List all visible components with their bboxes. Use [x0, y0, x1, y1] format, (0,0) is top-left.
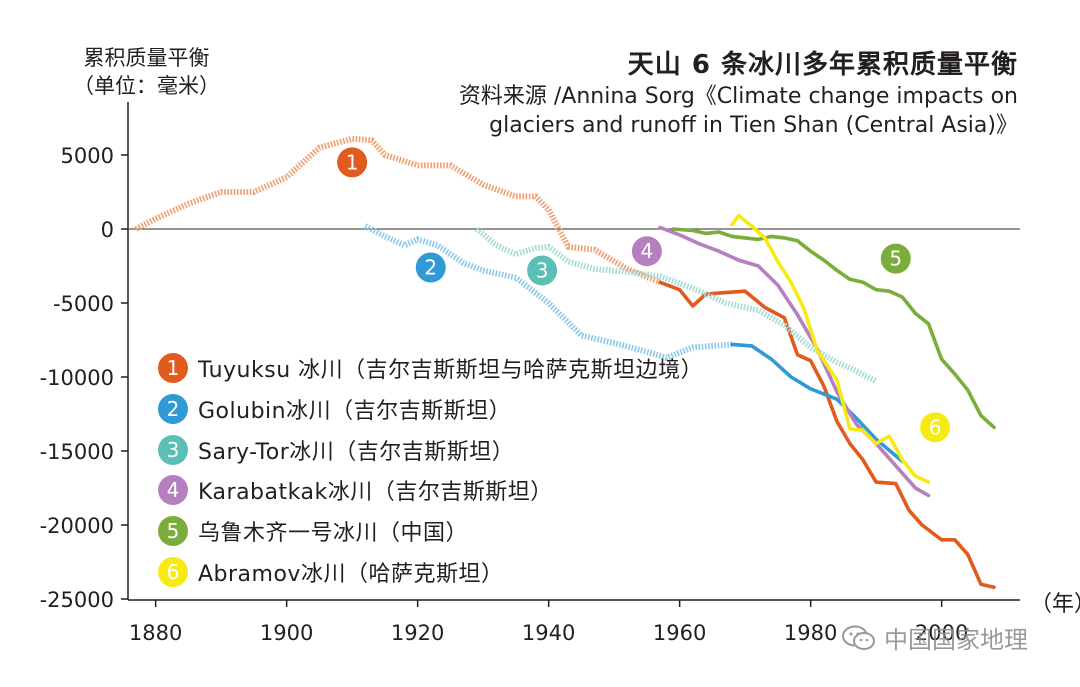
series-4-measured-line — [658, 225, 931, 498]
y-tick-label: 5000 — [61, 144, 114, 168]
series-1-badge — [337, 147, 368, 178]
x-axis-unit: （年） — [1030, 592, 1080, 617]
x-tick-label: 1880 — [129, 621, 182, 645]
watermark: 中国国家地理 — [842, 620, 1028, 655]
legend-badge-4: 4 — [158, 475, 188, 506]
legend: 1 Tuyuksu 冰川（吉尔吉斯斯坦与哈萨克斯坦边境） 2 Golubin冰川… — [158, 350, 703, 595]
x-tick-label: 1980 — [784, 621, 837, 645]
series-3-badge — [527, 255, 558, 286]
y-axis-label: 累积质量平衡 （单位：毫米） — [73, 44, 220, 100]
legend-badge-1: 1 — [158, 353, 188, 383]
series-4-badge — [631, 236, 662, 267]
chart-series-badges: 1 2 3 4 5 6 — [337, 147, 951, 443]
x-tick-label: 1920 — [391, 621, 444, 645]
series-2-measured-line — [730, 342, 905, 464]
chart-title: 天山 6 条冰川多年累积质量平衡 — [627, 50, 1018, 80]
y-tick-label: -15000 — [40, 440, 114, 464]
legend-badge-6: 6 — [158, 556, 188, 587]
series-1-reconstructed-line — [134, 135, 662, 286]
series-2-reconstructed-line — [363, 223, 733, 361]
legend-item-6: 6 Abramov冰川（哈萨克斯坦） — [158, 554, 703, 590]
series-6-measured-line — [730, 213, 931, 484]
y-tick-label: -5000 — [53, 292, 114, 316]
x-tick-label: 2000 — [915, 621, 968, 645]
series-1-badge-label: 1 — [346, 150, 359, 174]
series-6-badge — [920, 412, 951, 443]
chart-subtitle: 资料来源 /Annina Sorg《Climate change impacts… — [458, 84, 1018, 138]
legend-label-5: 乌鲁木齐一号冰川（中国） — [198, 521, 469, 547]
legend-badge-5: 5 — [158, 516, 188, 547]
legend-label-1: Tuyuksu 冰川（吉尔吉斯斯坦与哈萨克斯坦边境） — [198, 358, 704, 383]
series-5-badge — [880, 243, 911, 274]
series-4-badge-label: 4 — [641, 239, 654, 263]
y-tick-label: -10000 — [40, 366, 114, 390]
legend-badge-3: 3 — [158, 434, 188, 465]
legend-item-1: 1 Tuyuksu 冰川（吉尔吉斯斯坦与哈萨克斯坦边境） — [158, 350, 703, 386]
legend-label-3: Sary-Tor冰川（吉尔吉斯斯坦） — [198, 439, 515, 465]
y-axis-label-line2: （单位：毫米） — [73, 74, 220, 98]
series-6-badge-label: 6 — [929, 415, 942, 439]
y-axis-label-line1: 累积质量平衡 — [83, 46, 210, 70]
wechat-icon — [842, 625, 875, 650]
y-tick-label: -20000 — [40, 514, 114, 538]
legend-label-6: Abramov冰川（哈萨克斯坦） — [198, 561, 504, 587]
chart-series — [134, 135, 996, 590]
watermark-text: 中国国家地理 — [884, 626, 1028, 654]
series-3-reconstructed-line — [474, 226, 878, 385]
y-tick-label: 0 — [101, 218, 114, 242]
x-tick-label: 1900 — [260, 621, 313, 645]
x-tick-label: 1940 — [522, 621, 575, 645]
series-2-badge — [415, 252, 446, 283]
series-1-measured-line — [658, 280, 996, 590]
legend-label-4: Karabatkak冰川（吉尔吉斯斯坦） — [198, 480, 553, 506]
legend-item-4: 4 Karabatkak冰川（吉尔吉斯斯坦） — [158, 472, 703, 508]
series-5-measured-line — [671, 227, 996, 430]
series-3-badge-label: 3 — [536, 258, 549, 282]
legend-badge-2: 2 — [158, 393, 188, 424]
chart-axes: 5000 0 -5000 -10000 -15000 -20000 -25000 1880 19… — [40, 102, 1020, 645]
y-tick-label: -25000 — [40, 588, 114, 612]
series-2-badge-label: 2 — [424, 255, 437, 279]
series-5-badge-label: 5 — [889, 247, 902, 271]
legend-item-5: 5 乌鲁木齐一号冰川（中国） — [158, 513, 703, 549]
legend-label-2: Golubin冰川（吉尔吉斯斯坦） — [198, 398, 512, 424]
legend-item-3: 3 Sary-Tor冰川（吉尔吉斯斯坦） — [158, 432, 703, 468]
x-tick-label: 1960 — [653, 621, 706, 645]
legend-item-2: 2 Golubin冰川（吉尔吉斯斯坦） — [158, 391, 703, 427]
